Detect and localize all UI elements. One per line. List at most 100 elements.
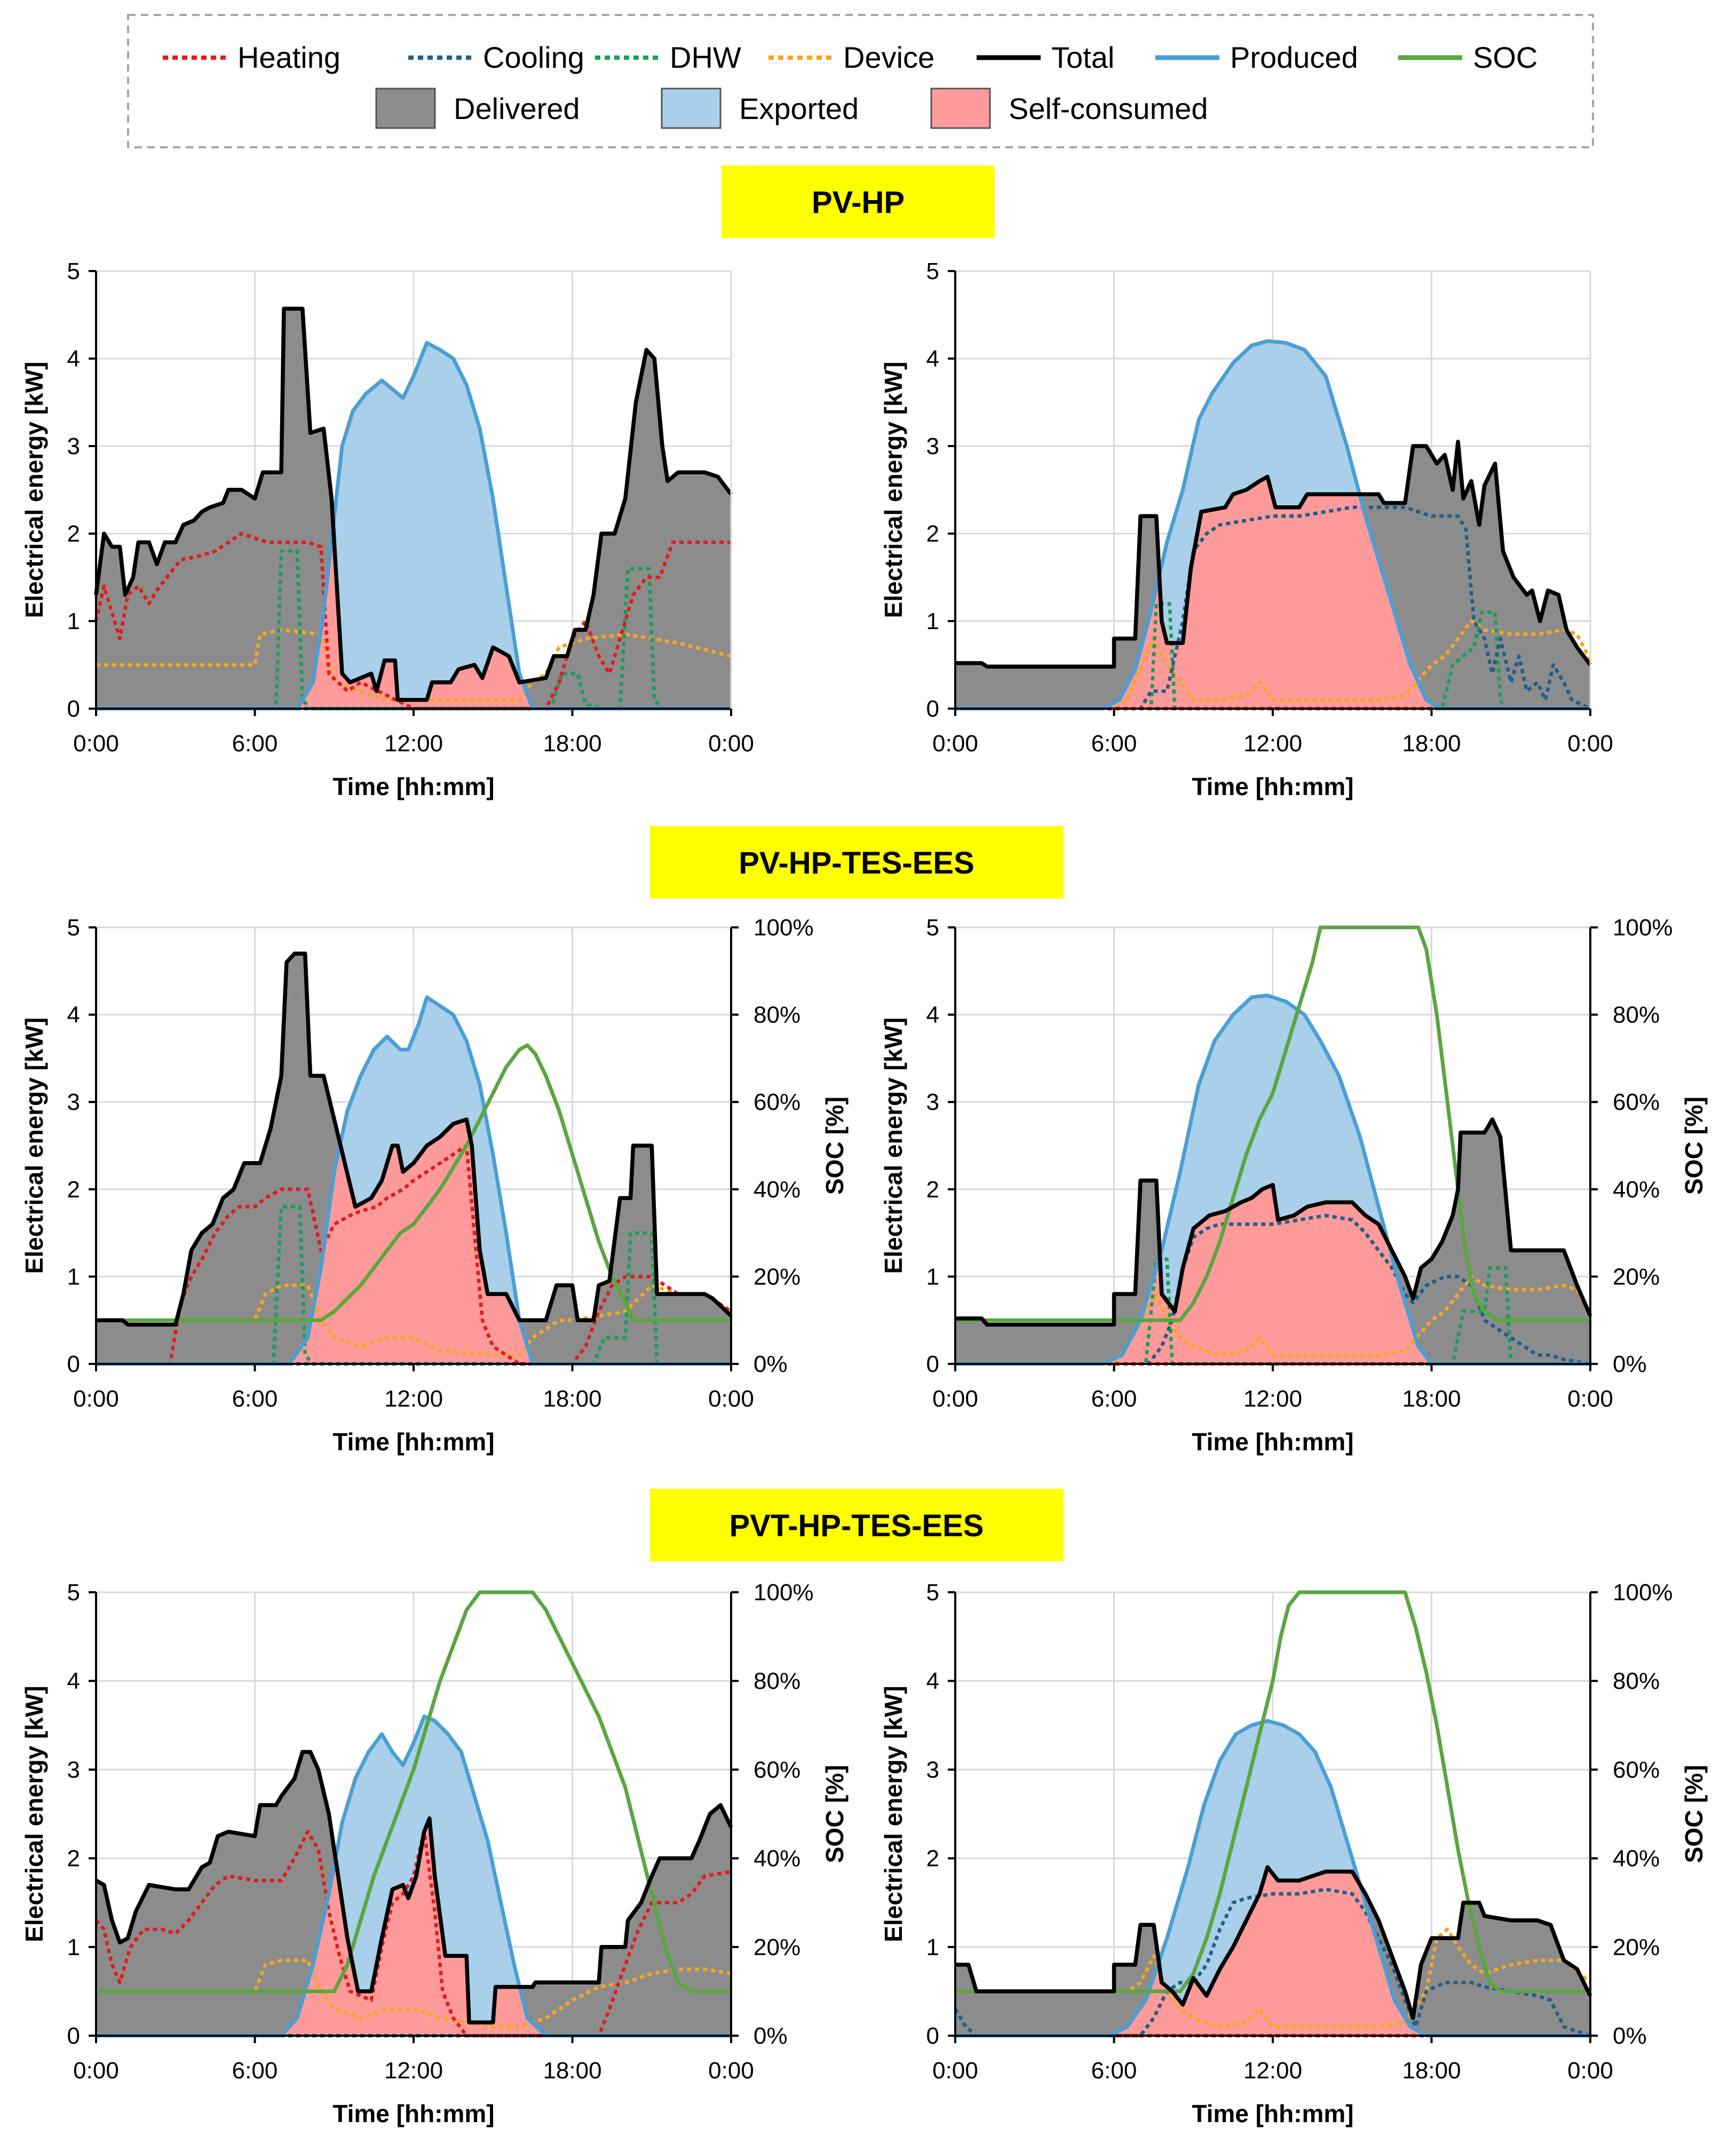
- legend-label-self-consumed: Self-consumed: [1009, 92, 1208, 125]
- y-tick-label: 1: [67, 1264, 80, 1290]
- x-tick-label: 0:00: [1567, 1386, 1613, 1412]
- x-tick-label: 0:00: [1567, 730, 1613, 757]
- y2-tick-label: 100%: [1613, 1579, 1673, 1606]
- series-cooling: [954, 1887, 1591, 2038]
- area-exported: [955, 1721, 1590, 2036]
- area-exported: [955, 995, 1590, 1364]
- area-fills: [955, 995, 1590, 1364]
- series-total: [95, 1750, 733, 2024]
- y-tick-label: 4: [926, 1002, 939, 1028]
- legend-item-cooling: Cooling: [408, 41, 584, 74]
- y-tick-label: 4: [67, 346, 80, 372]
- y2-tick-label: 60%: [754, 1757, 800, 1783]
- series-dhw: [955, 601, 1590, 711]
- legend-item-exported: Exported: [661, 88, 859, 129]
- series-device: [955, 1275, 1592, 1366]
- legend-label-heating: Heating: [237, 41, 340, 74]
- legend-item-heating: Heating: [163, 41, 340, 74]
- series-produced: [96, 341, 731, 711]
- series-dhw: [96, 549, 731, 711]
- y-axis-title: Electrical energy [kW]: [20, 1018, 48, 1274]
- y-tick-label: 3: [926, 1757, 939, 1783]
- y-tick-label: 4: [67, 1002, 80, 1028]
- series-dhw: [955, 1257, 1590, 1366]
- chart-pvt-hp-tes-ees-summer: 0 1 2 3 4 5 0% 20% 40% 60% 80% 100% SOC [%] 0:00 6:00 1…: [879, 1579, 1708, 2127]
- x-tick-label: 12:00: [1243, 1386, 1302, 1412]
- legend-label-exported: Exported: [739, 92, 859, 125]
- y2-tick-label: 80%: [1613, 1668, 1660, 1694]
- series-device: [96, 628, 732, 702]
- legend-item-produced: Produced: [1155, 41, 1358, 74]
- x-axis-title: Time [hh:mm]: [1192, 1428, 1353, 1456]
- y2-tick-label: 40%: [754, 1177, 800, 1203]
- series-produced: [955, 1719, 1590, 2038]
- y2-axis-title: SOC [%]: [821, 1765, 849, 1863]
- x-tick-label: 0:00: [73, 2058, 119, 2084]
- area-self-consumed: [96, 1818, 731, 2036]
- section-titles: PV-HP PV-HP-TES-EES PVT-HP-TES-EES: [650, 165, 1064, 1561]
- x-tick-label: 12:00: [384, 2058, 443, 2084]
- series-soc: [96, 1590, 731, 1994]
- x-tick-label: 12:00: [384, 1386, 443, 1412]
- series-soc: [955, 1590, 1590, 1994]
- section-title-pv-hp-tes-ees: PV-HP-TES-EES: [739, 846, 974, 880]
- section-title-pvt-hp-tes-ees: PVT-HP-TES-EES: [730, 1508, 984, 1543]
- area-delivered: [955, 441, 1590, 709]
- legend-swatch-exported: [661, 88, 722, 129]
- y-tick-label: 5: [926, 915, 939, 941]
- x-tick-label: 18:00: [1402, 1386, 1461, 1412]
- y-tick-label: 4: [926, 346, 939, 372]
- x-tick-label: 0:00: [932, 1386, 978, 1412]
- y-axis-title: Electrical energy [kW]: [879, 1686, 907, 1942]
- x-tick-label: 0:00: [1567, 2058, 1613, 2084]
- y-tick-label: 0: [926, 2023, 939, 2049]
- section-banner-pvt-hp-tes-ees: [650, 1489, 1064, 1561]
- y2-tick-label: 20%: [1613, 1934, 1660, 1960]
- y-tick-label: 0: [926, 1351, 939, 1377]
- chart-pv-hp-tes-ees-summer: 0 1 2 3 4 5 0% 20% 40% 60% 80% 100% SOC [%] 0:00 6:00 1…: [879, 915, 1708, 1456]
- legend-item-total: Total: [977, 41, 1114, 74]
- y-tick-label: 4: [67, 1668, 80, 1694]
- series-lines: [955, 925, 1592, 1366]
- area-self-consumed: [955, 1185, 1590, 1364]
- y-tick-label: 1: [67, 608, 80, 634]
- y2-axis-title: SOC [%]: [821, 1097, 849, 1195]
- chart-pv-hp-tes-ees-winter: 0 1 2 3 4 5 0% 20% 40% 60% 80% 100% SOC [%] 0:00 6:00 1…: [20, 915, 849, 1456]
- x-tick-label: 0:00: [708, 2058, 754, 2084]
- chart-pv-hp-summer: 0 1 2 3 4 5 0:00 6:00 12:00 18:00 0:00 Time [hh:mm]…: [879, 258, 1613, 800]
- x-tick-label: 6:00: [1091, 1386, 1137, 1412]
- y2-tick-label: 100%: [754, 1579, 814, 1606]
- y2-tick-label: 80%: [1613, 1002, 1660, 1028]
- axes: 0 1 2 3 4 5 0% 20% 40% 60% 80% 100% SOC [%] 0:00 6:00 1…: [20, 915, 849, 1456]
- area-exported: [96, 1716, 731, 2036]
- x-tick-label: 0:00: [932, 730, 978, 757]
- x-axis-title: Time [hh:mm]: [332, 773, 494, 800]
- y-tick-label: 0: [67, 1351, 80, 1377]
- y-tick-label: 0: [67, 2023, 80, 2049]
- y-tick-label: 2: [926, 521, 939, 547]
- y-tick-label: 1: [926, 1264, 939, 1290]
- y-tick-label: 1: [67, 1934, 80, 1960]
- series-total: [96, 951, 733, 1327]
- area-self-consumed: [96, 1119, 731, 1364]
- legend-item-self-consumed: Self-consumed: [930, 88, 1208, 129]
- y-tick-label: 3: [926, 1089, 939, 1115]
- x-tick-label: 0:00: [73, 730, 119, 757]
- y-tick-label: 1: [926, 1934, 939, 1960]
- x-axis-title: Time [hh:mm]: [1192, 2100, 1353, 2127]
- x-tick-label: 6:00: [1091, 2058, 1137, 2084]
- series-soc: [955, 925, 1590, 1322]
- y-tick-label: 3: [67, 1757, 80, 1783]
- legend-label-cooling: Cooling: [483, 41, 584, 74]
- series-device: [96, 1958, 732, 2029]
- legend-label-total: Total: [1051, 41, 1114, 74]
- y2-tick-label: 80%: [754, 1002, 800, 1028]
- y2-tick-label: 0%: [1613, 2023, 1647, 2049]
- area-fills: [96, 954, 731, 1364]
- chart-pvt-hp-tes-ees-winter: 0 1 2 3 4 5 0% 20% 40% 60% 80% 100% SOC [%] 0:00 6:00 1…: [20, 1579, 849, 2127]
- series-total: [94, 306, 733, 702]
- area-fills: [955, 341, 1590, 709]
- y-tick-label: 0: [67, 696, 80, 722]
